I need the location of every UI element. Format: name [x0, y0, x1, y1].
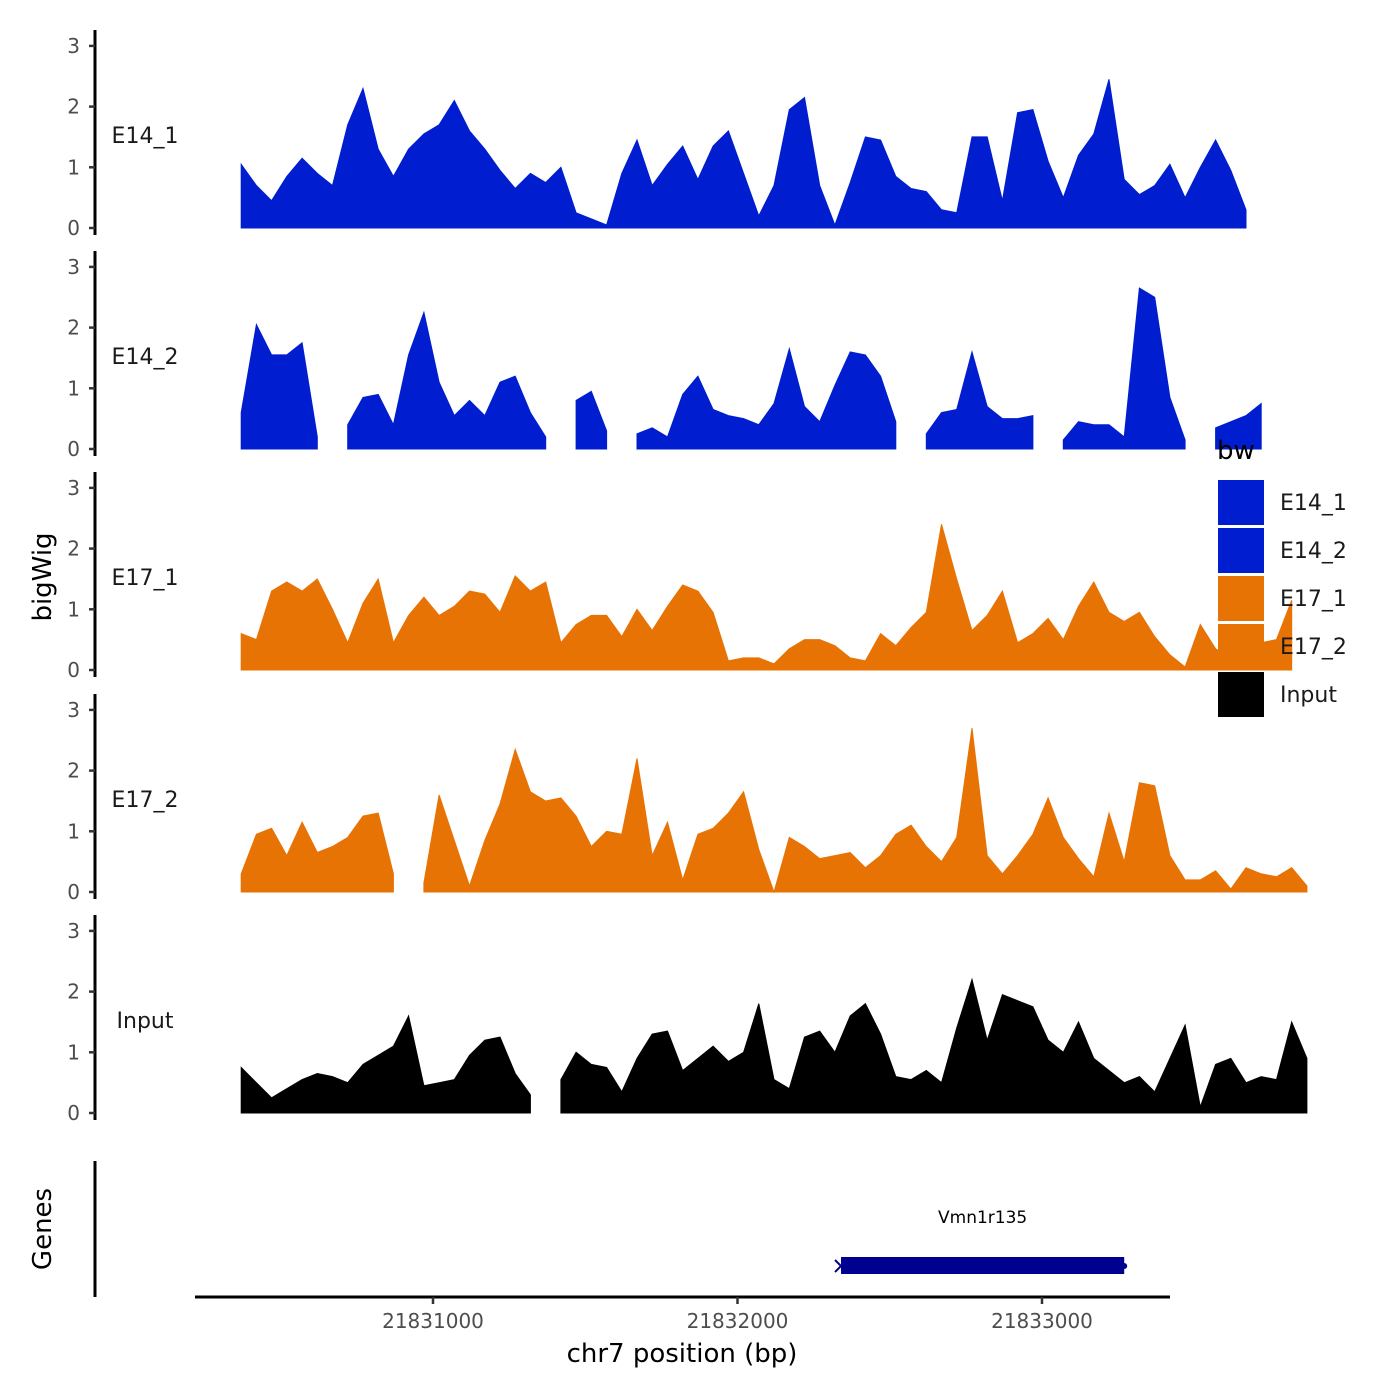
- x-tick-label: 21833000: [991, 1309, 1093, 1333]
- coverage-area: [423, 728, 1308, 894]
- legend-label: Input: [1280, 683, 1337, 708]
- legend-label: E14_1: [1280, 491, 1347, 516]
- gene-track: Vmn1r135: [93, 1161, 1128, 1297]
- y-tick-label: 1: [67, 597, 80, 621]
- y-tick-label: 1: [67, 155, 80, 179]
- coverage-area: [240, 524, 1293, 671]
- track-label: E14_2: [112, 345, 179, 370]
- track-label: Input: [117, 1009, 174, 1034]
- x-axis-title: chr7 position (bp): [567, 1339, 798, 1369]
- legend-title: bw: [1217, 436, 1255, 466]
- y-tick-label: 0: [67, 658, 80, 682]
- y-tick-label: 2: [67, 980, 80, 1004]
- legend-swatch: [1218, 528, 1264, 573]
- track-label: E17_2: [112, 788, 179, 813]
- track-label: E17_1: [112, 566, 179, 591]
- coverage-area: [1062, 287, 1186, 450]
- y-tick-label: 3: [67, 698, 80, 722]
- y-tick-label: 0: [67, 216, 80, 240]
- track-e14-1: 0 1 2 3 E14_1: [67, 30, 1247, 240]
- legend-label: E17_2: [1280, 635, 1347, 660]
- track-e14-2: 0 1 2 3 E14_2: [67, 251, 1262, 461]
- y-axis-title: bigWig: [28, 532, 58, 621]
- track-e17-2: 0 1 2 3 E17_2: [67, 694, 1308, 904]
- coverage-area: [575, 390, 608, 450]
- y-tick-label: 3: [67, 34, 80, 58]
- legend: bw E14_1 E14_2 E17_1 E17_2 Input: [1217, 436, 1347, 717]
- x-axis: 21831000 21832000 21833000: [195, 1295, 1170, 1333]
- legend-label: E14_2: [1280, 539, 1347, 564]
- genes-axis-title: Genes: [28, 1188, 58, 1270]
- legend-swatch: [1218, 576, 1264, 621]
- gene-strand-marker: [834, 1259, 843, 1273]
- coverage-area: [240, 323, 318, 450]
- y-tick-label: 1: [67, 1040, 80, 1064]
- y-tick-label: 3: [67, 255, 80, 279]
- y-tick-label: 2: [67, 316, 80, 340]
- y-tick-label: 1: [67, 376, 80, 400]
- gene-label: Vmn1r135: [938, 1208, 1027, 1228]
- legend-swatch: [1218, 672, 1264, 717]
- y-tick-label: 1: [67, 819, 80, 843]
- coverage-area: [240, 812, 394, 893]
- y-tick-label: 0: [67, 880, 80, 904]
- x-tick-label: 21831000: [382, 1309, 484, 1333]
- coverage-area: [240, 1014, 531, 1114]
- gene-body: [841, 1257, 1125, 1274]
- y-tick-label: 2: [67, 95, 80, 119]
- coverage-area: [560, 977, 1308, 1114]
- y-tick-label: 3: [67, 919, 80, 943]
- y-tick-label: 2: [67, 537, 80, 561]
- coverage-area: [1215, 402, 1262, 450]
- y-tick-label: 3: [67, 476, 80, 500]
- tracks-layer: 0 1 2 3 E14_1 0 1 2 3 E14_2 0 1 2 3 E17_1 0 1 2 3 E17_2 0 1 2 3…: [67, 30, 1308, 1125]
- coverage-area: [925, 349, 1034, 450]
- track-input: 0 1 2 3 Input: [67, 915, 1308, 1125]
- y-tick-label: 2: [67, 759, 80, 783]
- legend-swatch: [1218, 480, 1264, 525]
- track-e17-1: 0 1 2 3 E17_1: [67, 472, 1293, 682]
- coverage-area: [240, 79, 1247, 229]
- x-tick-label: 21832000: [687, 1309, 789, 1333]
- coverage-area: [347, 310, 547, 450]
- y-tick-label: 0: [67, 1101, 80, 1125]
- gene-end-marker: [1121, 1263, 1128, 1269]
- track-label: E14_1: [112, 124, 179, 149]
- coverage-area: [636, 346, 897, 450]
- legend-label: E17_1: [1280, 587, 1347, 612]
- legend-swatch: [1218, 624, 1264, 669]
- y-tick-label: 0: [67, 437, 80, 461]
